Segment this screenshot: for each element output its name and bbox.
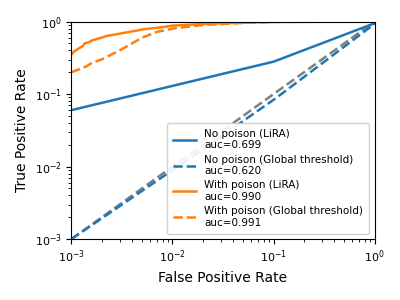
With poison (LiRA)
auc=0.990	[233, 21, 238, 25]
No poison (LiRA)
auc=0.699	[372, 21, 377, 25]
Line: With poison (LiRA)
auc=0.990: With poison (LiRA) auc=0.990	[71, 22, 375, 55]
No poison (Global threshold)
auc=0.620	[213, 139, 218, 142]
Line: No poison (LiRA)
auc=0.699: No poison (LiRA) auc=0.699	[71, 23, 375, 110]
No poison (Global threshold)
auc=0.620	[233, 124, 238, 128]
Line: With poison (Global threshold)
auc=0.991: With poison (Global threshold) auc=0.991	[71, 22, 375, 72]
With poison (LiRA)
auc=0.990	[372, 20, 377, 23]
No poison (Global threshold)
auc=0.620	[69, 237, 74, 241]
No poison (LiRA)
auc=0.699	[213, 74, 218, 77]
With poison (Global threshold)
auc=0.991	[69, 70, 74, 74]
Y-axis label: True Positive Rate: True Positive Rate	[15, 68, 29, 192]
With poison (Global threshold)
auc=0.991	[366, 20, 370, 23]
No poison (LiRA)
auc=0.699	[250, 65, 254, 69]
No poison (LiRA)
auc=0.699	[318, 42, 322, 46]
X-axis label: False Positive Rate: False Positive Rate	[158, 271, 288, 285]
No poison (Global threshold)
auc=0.620	[365, 28, 370, 31]
With poison (LiRA)
auc=0.990	[215, 22, 220, 25]
With poison (Global threshold)
auc=0.991	[342, 20, 347, 23]
No poison (LiRA)
auc=0.699	[365, 24, 370, 28]
With poison (LiRA)
auc=0.990	[250, 21, 254, 24]
With poison (Global threshold)
auc=0.991	[250, 21, 254, 24]
With poison (LiRA)
auc=0.990	[69, 53, 74, 56]
No poison (LiRA)
auc=0.699	[69, 108, 74, 112]
No poison (LiRA)
auc=0.699	[233, 69, 238, 73]
With poison (LiRA)
auc=0.990	[213, 22, 218, 25]
No poison (Global threshold)
auc=0.620	[250, 113, 254, 117]
With poison (LiRA)
auc=0.990	[318, 20, 322, 23]
Line: No poison (Global threshold)
auc=0.620: No poison (Global threshold) auc=0.620	[71, 24, 375, 239]
With poison (LiRA)
auc=0.990	[342, 20, 347, 23]
With poison (Global threshold)
auc=0.991	[215, 22, 220, 26]
No poison (Global threshold)
auc=0.620	[318, 63, 322, 67]
Legend: No poison (LiRA)
auc=0.699, No poison (Global threshold)
auc=0.620, With poison : No poison (LiRA) auc=0.699, No poison (G…	[167, 122, 370, 234]
No poison (Global threshold)
auc=0.620	[372, 22, 377, 26]
No poison (Global threshold)
auc=0.620	[215, 137, 220, 141]
With poison (Global threshold)
auc=0.991	[318, 20, 322, 23]
No poison (LiRA)
auc=0.699	[215, 73, 220, 77]
With poison (Global threshold)
auc=0.991	[233, 22, 238, 25]
With poison (LiRA)
auc=0.990	[366, 20, 370, 23]
With poison (Global threshold)
auc=0.991	[372, 20, 377, 23]
With poison (Global threshold)
auc=0.991	[213, 22, 218, 26]
